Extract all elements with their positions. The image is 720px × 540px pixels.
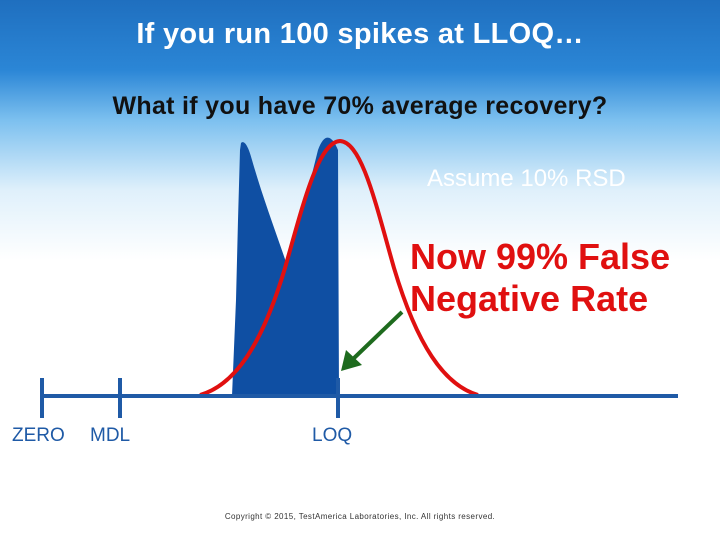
callout-line-2: Negative Rate [410,278,649,319]
copyright-notice: Copyright © 2015, TestAmerica Laboratori… [224,512,496,521]
rsd-assumption: Assume 10% RSD [427,165,626,192]
callout-arrow [350,310,404,362]
false-negative-callout: Now 99% False Negative Rate [410,236,670,320]
slide-title: If you run 100 spikes at LLOQ… [136,18,584,50]
recovery-curve [199,138,479,397]
mdl-label: MDL [90,425,131,446]
loq-label: LOQ [312,425,353,446]
zero-label: ZERO [12,425,65,446]
callout-line-1: Now 99% False [410,236,671,277]
callout-arrow-head [341,350,362,371]
slide-subtitle: What if you have 70% average recovery? [112,92,608,120]
